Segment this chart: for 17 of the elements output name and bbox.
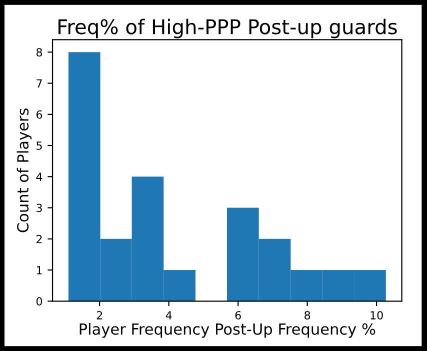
y-tick-label: 6 bbox=[36, 110, 42, 119]
y-tick-label: 8 bbox=[36, 48, 42, 56]
x-tick-label: 2 bbox=[96, 311, 102, 320]
chart-title: Freq% of High-PPP Post-up guards bbox=[58, 18, 397, 38]
y-tick-label: 0 bbox=[36, 297, 42, 306]
x-tick-label: 6 bbox=[235, 311, 241, 320]
y-tick-label: 2 bbox=[36, 234, 42, 244]
x-tick-label: 8 bbox=[304, 311, 310, 320]
x-tick-label: 4 bbox=[166, 311, 172, 320]
y-tick-label: 5 bbox=[36, 142, 42, 150]
y-tick-label: 3 bbox=[36, 204, 42, 212]
x-axis-title: Player Frequency Post-Up Frequency % bbox=[80, 323, 376, 338]
y-axis-title: Count of Players bbox=[16, 108, 32, 232]
y-tick-label: 7 bbox=[36, 79, 42, 88]
x-tick-label: 10 bbox=[370, 311, 383, 320]
y-tick-label: 1 bbox=[36, 266, 42, 274]
y-tick-label: 4 bbox=[36, 172, 42, 181]
